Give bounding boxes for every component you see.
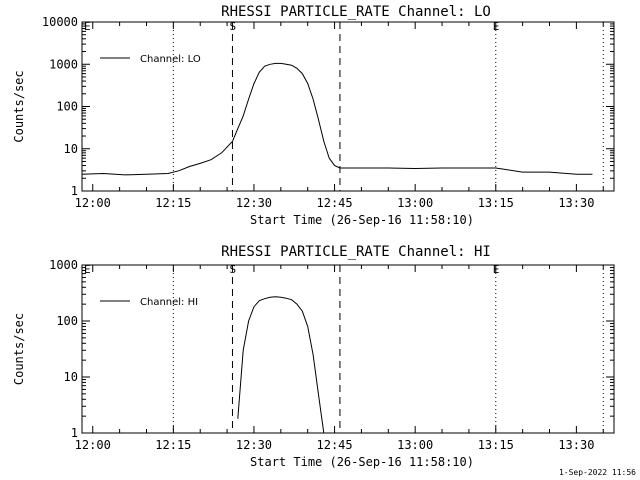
y-tick-label: 1: [71, 184, 78, 198]
x-tick-label: 12:00: [75, 438, 111, 452]
chart-title: RHESSI PARTICLE_RATE Channel: LO: [221, 4, 491, 20]
x-tick-label: 12:30: [236, 196, 272, 210]
x-tick-label: 13:00: [397, 196, 433, 210]
y-tick-label: 10: [64, 142, 78, 156]
x-tick-label: 13:00: [397, 438, 433, 452]
x-tick-label: 12:15: [155, 196, 191, 210]
x-tick-label: 13:30: [558, 196, 594, 210]
series-line: [237, 296, 325, 434]
marker-label-e-end: E: [493, 263, 500, 276]
x-tick-label: 12:45: [317, 196, 353, 210]
marker-label-e-start: E: [84, 263, 91, 276]
y-tick-label: 1: [71, 426, 78, 440]
x-tick-label: 13:15: [478, 438, 514, 452]
legend-label: Channel: LO: [140, 54, 201, 65]
y-tick-label: 10: [64, 370, 78, 384]
y-axis-label: Counts/sec: [12, 313, 26, 385]
y-axis-label: Counts/sec: [12, 70, 26, 142]
y-tick-label: 100: [56, 100, 78, 114]
x-tick-label: 13:15: [478, 196, 514, 210]
plot-frame: [81, 264, 615, 434]
y-tick-label: 1000: [49, 57, 78, 71]
marker-label-s: S: [229, 20, 236, 33]
legend-label: Channel: HI: [140, 297, 198, 308]
x-tick-label: 12:00: [75, 196, 111, 210]
x-tick-label: 12:30: [236, 438, 272, 452]
x-tick-label: 13:30: [558, 438, 594, 452]
footer-date: 1-Sep-2022 11:56: [559, 468, 636, 477]
chart-title: RHESSI PARTICLE_RATE Channel: HI: [221, 244, 491, 260]
x-tick-label: 12:15: [155, 438, 191, 452]
x-axis-label: Start Time (26-Sep-16 11:58:10): [250, 455, 474, 469]
y-tick-label: 100: [56, 314, 78, 328]
marker-label-e-end: E: [493, 20, 500, 33]
marker-label-s: S: [229, 263, 236, 276]
x-tick-label: 12:45: [317, 438, 353, 452]
plot-frame: [81, 21, 615, 192]
panel-hi-channel: RHESSI PARTICLE_RATE Channel: HI 12:00 12:…: [12, 244, 615, 469]
y-tick-label: 10000: [42, 15, 78, 29]
x-axis-label: Start Time (26-Sep-16 11:58:10): [250, 213, 474, 227]
panel-lo-channel: RHESSI PARTICLE_RATE Channel: LO 12:00 12:…: [12, 4, 615, 227]
y-tick-label: 1000: [49, 258, 78, 272]
series-line: [81, 62, 593, 176]
marker-label-e-start: E: [84, 20, 91, 33]
